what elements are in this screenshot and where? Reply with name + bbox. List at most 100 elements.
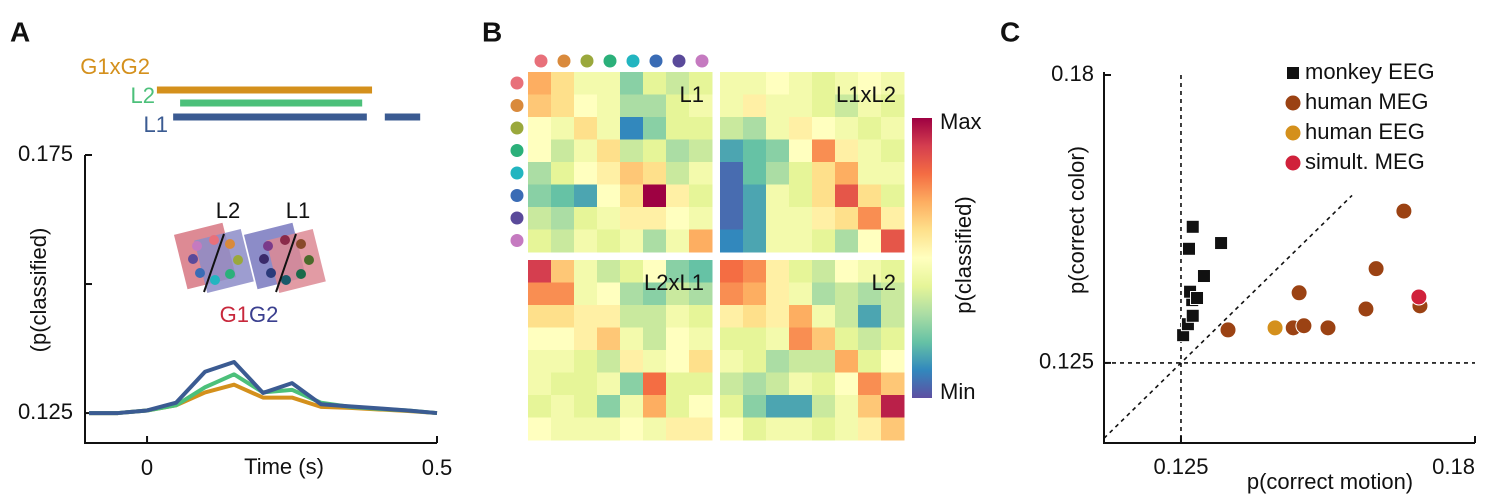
point — [1181, 241, 1196, 256]
heatmap-cell — [812, 260, 836, 283]
heatmap-cell — [812, 184, 836, 208]
matrix-label: L1xL2 — [836, 82, 896, 107]
heatmap-cell — [574, 327, 598, 351]
heatmap-cell — [620, 229, 644, 253]
inset-dot — [304, 255, 314, 265]
heatmap-cell — [643, 282, 667, 306]
y-tick-label: 0.125 — [18, 399, 73, 424]
heatmap-cell — [766, 72, 790, 95]
heatmap-cell — [574, 260, 598, 283]
heatmap-cell — [574, 162, 598, 185]
heatmap-cell — [835, 229, 859, 253]
heatmap-cell — [620, 162, 644, 185]
heatmap-cell — [835, 372, 859, 396]
matrix-label: L2xL1 — [644, 270, 704, 295]
point — [1219, 321, 1237, 339]
stimulus-dot — [603, 54, 617, 68]
y-axis-label: p(correct color) — [1064, 146, 1089, 294]
heatmap-cell — [666, 282, 690, 306]
heatmap-cell — [643, 260, 667, 283]
heatmap-cell — [743, 327, 767, 351]
legend-label: L1 — [144, 112, 168, 137]
heatmap-cell — [720, 139, 744, 163]
heatmap-cell — [881, 207, 905, 230]
inset-label: L2 — [216, 198, 240, 223]
heatmap-cell — [528, 305, 552, 328]
heatmap-cell — [620, 350, 644, 373]
heatmap-cell — [551, 417, 575, 441]
legend-marker — [1284, 154, 1302, 172]
heatmap-cell — [597, 207, 621, 230]
heatmap-cell — [720, 350, 744, 373]
heatmap-cell — [881, 282, 905, 306]
stimulus-dot — [557, 54, 571, 68]
inset-dot — [263, 241, 273, 251]
heatmap-cell — [528, 372, 552, 396]
heatmap-cell — [666, 372, 690, 396]
heatmap-cell — [812, 139, 836, 163]
inset-group: G1 — [220, 302, 249, 327]
heatmap-cell — [528, 94, 552, 118]
inset-line — [203, 233, 225, 293]
heatmap-cell — [789, 162, 813, 185]
colorbar-tick-label: Min — [940, 379, 975, 404]
heatmap-cell — [620, 184, 644, 208]
heatmap-cell — [789, 260, 813, 283]
heatmap-cell — [574, 72, 598, 95]
heatmap-cell — [766, 139, 790, 163]
heatmap-cell — [835, 260, 859, 283]
x-tick-label: 0.125 — [1153, 454, 1208, 479]
heatmap-cell — [597, 260, 621, 283]
heatmap-cell — [835, 305, 859, 328]
heatmap-cell — [666, 184, 690, 208]
heatmap-cell — [666, 229, 690, 253]
heatmap-cell — [835, 327, 859, 351]
heatmap-cell — [643, 372, 667, 396]
heatmap-cell — [666, 260, 690, 283]
heatmap-cell — [743, 94, 767, 118]
heatmap-cell — [766, 282, 790, 306]
heatmap-cell — [574, 229, 598, 253]
heatmap-cell — [766, 260, 790, 283]
heatmap-cell — [597, 72, 621, 95]
heatmap-cell — [858, 350, 882, 373]
heatmap-cell — [574, 184, 598, 208]
stimulus-dot — [649, 54, 663, 68]
heatmap-cell — [528, 282, 552, 306]
heatmap-cell — [789, 417, 813, 441]
point — [1395, 202, 1413, 220]
y-tick-label: 0.18 — [1051, 61, 1094, 86]
point — [1410, 288, 1428, 306]
heatmap-cell — [720, 327, 744, 351]
heatmap-cell — [766, 184, 790, 208]
heatmap-cell — [643, 207, 667, 230]
heatmap-cell — [643, 229, 667, 253]
heatmap-cell — [551, 162, 575, 185]
heatmap-cell — [858, 282, 882, 306]
heatmap-cell — [666, 305, 690, 328]
significance-bar — [384, 113, 421, 121]
heatmap-cell — [643, 327, 667, 351]
stimulus-dot — [510, 121, 524, 135]
heatmap-cell — [620, 72, 644, 95]
heatmap-cell — [835, 94, 859, 118]
heatmap-cell — [597, 229, 621, 253]
x-tick-label: 0 — [141, 455, 153, 480]
legend-marker — [1286, 66, 1300, 80]
legend-label: monkey EEG — [1305, 59, 1435, 84]
heatmap-cell — [620, 372, 644, 396]
legend-label: human MEG — [1305, 89, 1429, 114]
heatmap-cell — [689, 162, 713, 185]
heatmap-cell — [789, 139, 813, 163]
inset-dot — [259, 254, 269, 264]
heatmap-cell — [858, 229, 882, 253]
heatmap-cell — [666, 395, 690, 418]
heatmap-cell — [689, 350, 713, 373]
heatmap-cell — [881, 139, 905, 163]
heatmap-cell — [789, 207, 813, 230]
heatmap-cell — [574, 282, 598, 306]
heatmap-cell — [835, 207, 859, 230]
significance-bar — [156, 86, 373, 94]
heatmap-cell — [574, 350, 598, 373]
